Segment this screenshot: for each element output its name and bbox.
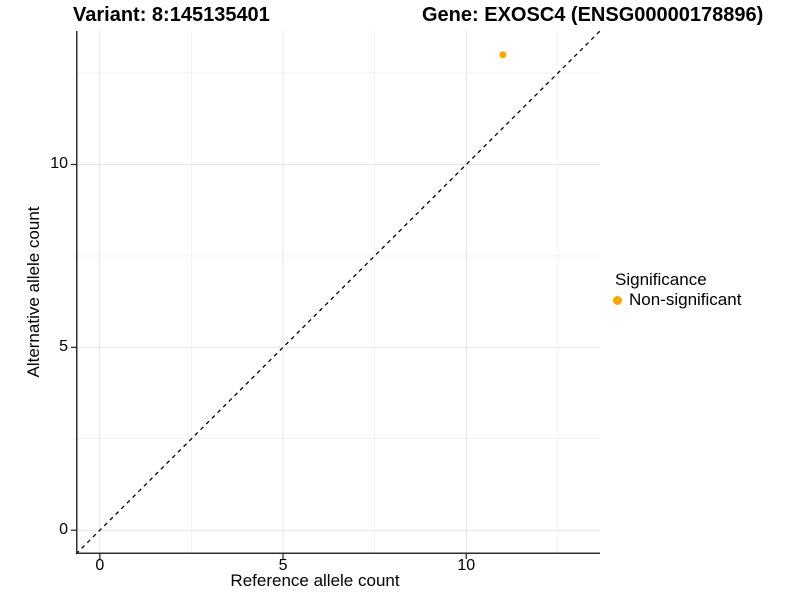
- identity-dashed-line: [75, 30, 601, 555]
- legend-entry-label: Non-significant: [629, 290, 742, 309]
- plot-svg: [71, 30, 601, 559]
- plot-title-gene: Gene: EXOSC4 (ENSG00000178896): [422, 4, 764, 26]
- legend-point-icon: [613, 295, 622, 305]
- y-tick-label: 5: [59, 338, 68, 356]
- x-axis-label: Reference allele count: [230, 571, 400, 590]
- legend: Significance Non-significant: [613, 270, 741, 310]
- x-tick-label: 10: [457, 557, 476, 574]
- legend-entry: Non-significant: [613, 290, 741, 310]
- y-axis-tick-labels: 0 5 10: [0, 31, 68, 554]
- x-tick-label: 0: [95, 557, 105, 574]
- plot-panel: [71, 30, 601, 559]
- x-tick-label: 5: [278, 557, 288, 574]
- legend-title: Significance: [615, 270, 707, 289]
- y-tick-label: 10: [50, 155, 68, 173]
- y-tick-label: 0: [59, 521, 68, 539]
- x-axis-tick-labels: 0 5 10: [76, 557, 600, 575]
- plot-title-variant: Variant: 8:145135401: [73, 4, 270, 26]
- data-point: [499, 51, 507, 59]
